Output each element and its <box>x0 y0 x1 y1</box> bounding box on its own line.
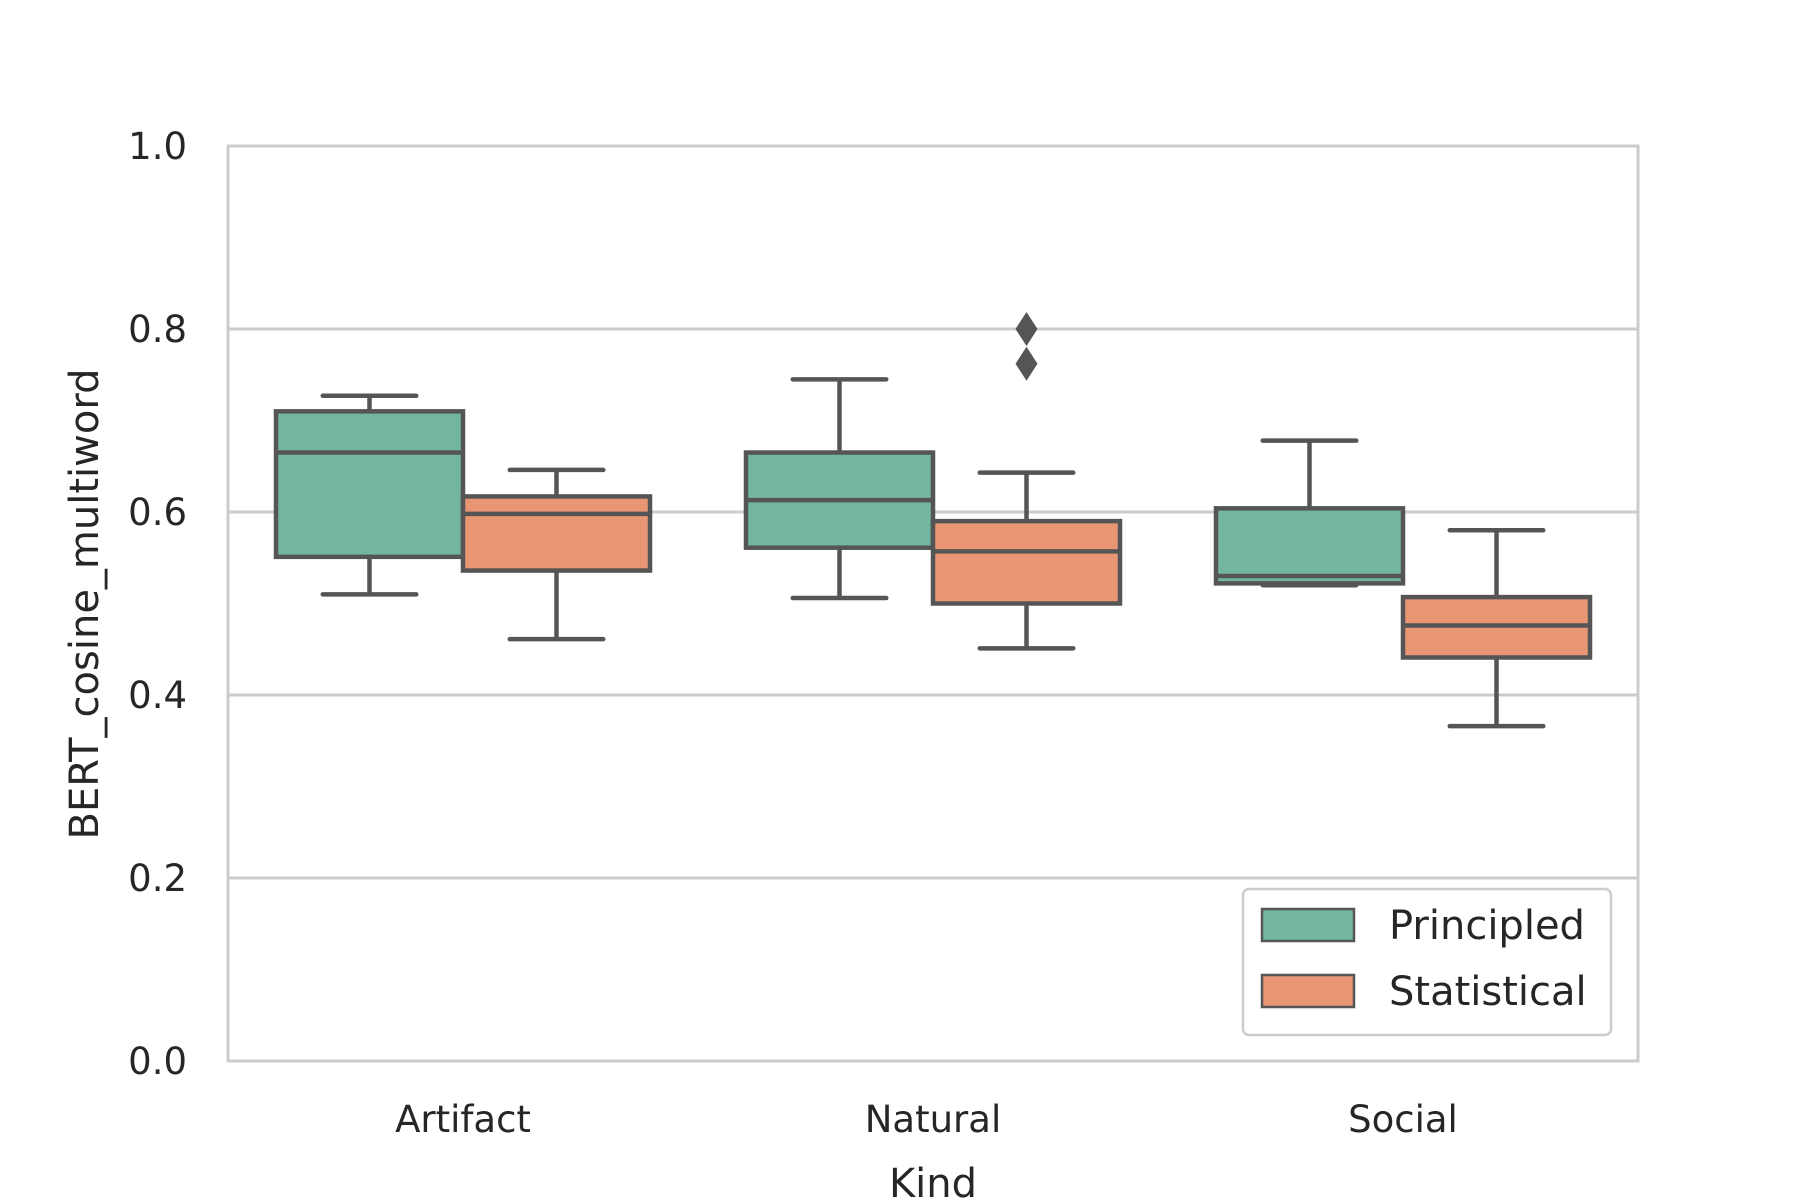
y-tick-label: 0.4 <box>128 674 187 717</box>
box-statistical-social <box>1400 528 1593 729</box>
x-tick-label: Natural <box>865 1098 1001 1141</box>
y-tick-label: 0.2 <box>128 857 187 900</box>
box-principled-natural <box>743 377 936 601</box>
box-statistical-artifact <box>460 467 653 642</box>
legend-label-principled: Principled <box>1389 903 1585 949</box>
box-iqr <box>1213 506 1406 586</box>
x-axis-label: Kind <box>889 1161 977 1200</box>
box-iqr <box>460 494 653 573</box>
x-tick-label: Artifact <box>395 1098 531 1141</box>
legend-swatch-statistical <box>1260 973 1356 1009</box>
box-iqr <box>930 518 1123 606</box>
y-axis-label: BERT_cosine_multiword <box>62 369 108 840</box>
box-iqr <box>273 409 466 560</box>
y-tick-label: 1.0 <box>128 125 187 168</box>
y-tick-label: 0.8 <box>128 308 187 351</box>
legend: Principled Statistical <box>1241 887 1613 1037</box>
y-tick-label: 0.6 <box>128 491 187 534</box>
x-tick-labels: Artifact Natural Social <box>395 1098 1458 1141</box>
outlier-marker <box>1015 312 1038 346</box>
legend-label-statistical: Statistical <box>1389 969 1587 1015</box>
y-tick-label: 0.0 <box>128 1040 187 1083</box>
box-principled-artifact <box>273 393 466 597</box>
y-tick-labels: 0.0 0.2 0.4 0.6 0.8 1.0 <box>128 125 187 1083</box>
x-tick-label: Social <box>1348 1098 1458 1141</box>
box-principled-social <box>1213 438 1406 588</box>
outlier-marker <box>1015 346 1038 381</box>
plot-frame <box>226 144 1640 1063</box>
box-statistical-natural <box>930 312 1123 651</box>
legend-swatch-principled <box>1260 907 1356 943</box>
box-groups <box>273 312 1593 729</box>
